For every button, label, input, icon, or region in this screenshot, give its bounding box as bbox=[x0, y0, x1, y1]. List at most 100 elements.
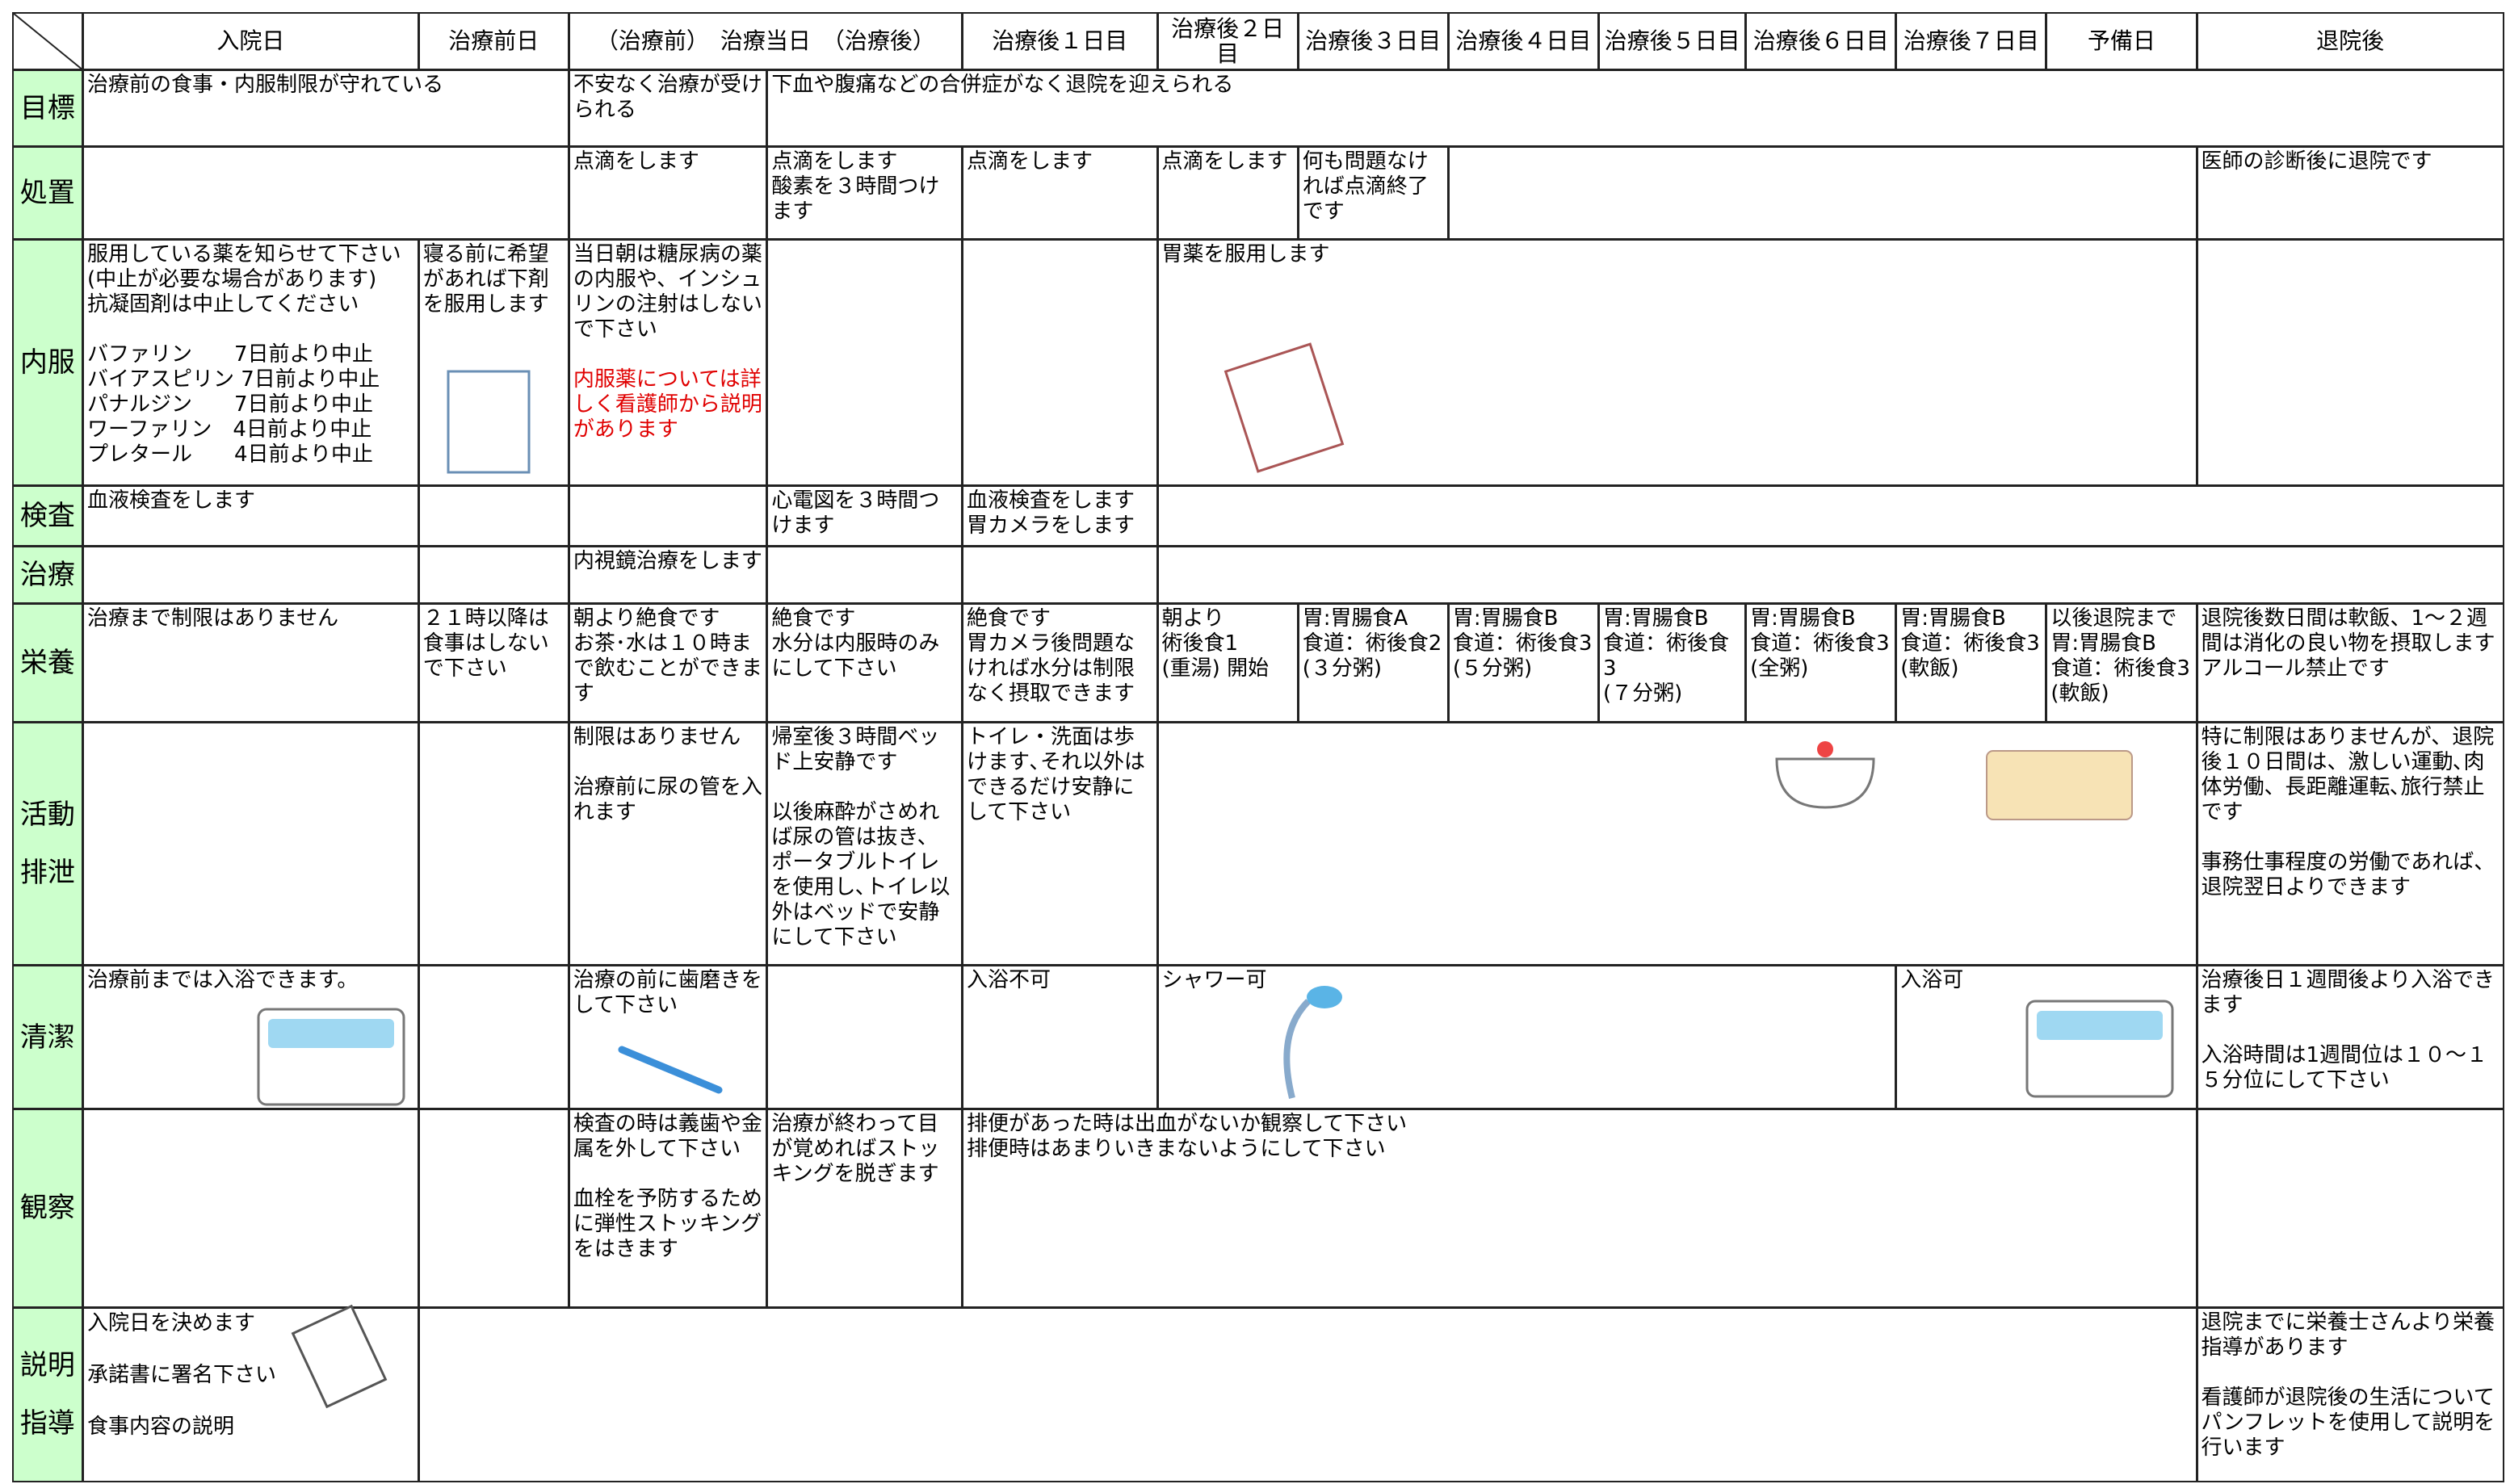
cell-text: 特に制限はありませんが、退院後１０日間は、激しい運動､肉体労働、長距離運転､旅行… bbox=[2201, 724, 2495, 899]
note-text: 内服薬については詳しく看護師から説明があります bbox=[573, 367, 762, 442]
cell bbox=[1156, 546, 2504, 605]
cell: 寝る前に希望があれば下剤を服用します bbox=[418, 239, 569, 486]
cell-text: 心電図を３時間つけます bbox=[771, 488, 940, 538]
cell: 退院後数日間は軟飯、1～２週間は消化の良い物を摂取します アルコール禁止です bbox=[2196, 603, 2504, 723]
cell: 内視鏡治療をします bbox=[568, 546, 768, 605]
cell: 胃:胃腸食A 食道：術後食2 (３分粥) bbox=[1297, 603, 1449, 723]
cell-text: 朝より 術後食1 (重湯) 開始 bbox=[1161, 606, 1270, 681]
row-label-cell: 観察 bbox=[11, 1109, 83, 1308]
cell-text: 点滴をします 酸素を３時間つけます bbox=[771, 149, 940, 224]
cell-text: 治療後日１週間後より入浴できます 入浴時間は1週間位は１０～１５分位にして下さい bbox=[2201, 967, 2495, 1092]
cell: 治療まで制限はありません bbox=[82, 603, 419, 723]
cell-text: 血液検査をします bbox=[86, 488, 255, 513]
cell bbox=[1447, 146, 2197, 240]
cell: 服用している薬を知らせて下さい (中止が必要な場合があります) 抗凝固剤は中止し… bbox=[82, 239, 419, 486]
header-text: 退院後 bbox=[2316, 27, 2385, 55]
cell bbox=[1156, 721, 2197, 966]
cell-text: 入院日を決めます 承諾書に署名下さい 食事内容の説明 bbox=[86, 1310, 276, 1439]
cell: トイレ・洗面は歩けます､それ以外はできるだけ安静にして下さい bbox=[961, 721, 1158, 966]
cell: 制限はありません 治療前に尿の管を入れます bbox=[568, 721, 768, 966]
cell: 治療の前に歯磨きをして下さい bbox=[568, 964, 768, 1110]
header-text: 治療後４日目 bbox=[1455, 27, 1592, 55]
cell: 治療後日１週間後より入浴できます 入浴時間は1週間位は１０～１５分位にして下さい bbox=[2196, 964, 2504, 1110]
cell-text: 胃薬を服用します bbox=[1161, 242, 1330, 266]
row-label: 観察 bbox=[19, 1192, 75, 1225]
header-cell: （治療前） 治療当日 （治療後） bbox=[568, 11, 963, 71]
cell-text: 内視鏡治療をします bbox=[573, 549, 762, 574]
cell bbox=[961, 239, 1158, 486]
cell-text: 治療まで制限はありません bbox=[86, 606, 339, 631]
cell: 絶食です 胃カメラ後問題なければ水分は制限なく摂取できます bbox=[961, 603, 1158, 723]
cell-text: 排便があった時は出血がないか観察して下さい 排便時はあまりいきまないようにして下… bbox=[966, 1112, 1408, 1162]
cell: 治療前の食事・内服制限が守れている bbox=[82, 69, 569, 148]
cell: 下血や腹痛などの合併症がなく退院を迎えられる bbox=[766, 69, 2504, 148]
cell bbox=[418, 484, 569, 547]
row-label: 清潔 bbox=[19, 1021, 75, 1054]
header-cell: 予備日 bbox=[2046, 11, 2197, 71]
cell-text: 血液検査をします 胃カメラをします bbox=[966, 488, 1135, 538]
cell-text: 治療前までは入浴できます。 bbox=[86, 967, 359, 992]
cell: 点滴をします 酸素を３時間つけます bbox=[766, 146, 963, 240]
cell: 胃:胃腸食B 食道：術後食3 (５分粥) bbox=[1447, 603, 1599, 723]
header-cell: 治療後１日目 bbox=[961, 11, 1158, 71]
cell-text: 入浴可 bbox=[1900, 967, 1964, 992]
cell: 当日朝は糖尿病の薬の内服や、インシュリンの注射はしないで下さい 内服薬については… bbox=[568, 239, 768, 486]
header-text: 治療後１日目 bbox=[992, 27, 1128, 55]
row-label-cell: 目標 bbox=[11, 69, 83, 148]
cell bbox=[418, 1109, 569, 1308]
cell bbox=[82, 146, 569, 240]
cell-text: 胃:胃腸食A 食道：術後食2 (３分粥) bbox=[1302, 606, 1442, 681]
cell: 絶食です 水分は内服時のみにして下さい bbox=[766, 603, 963, 723]
cell: 退院までに栄養士さんより栄養指導があります 看護師が退院後の生活についてパンフレ… bbox=[2196, 1306, 2504, 1482]
header-text: 治療後６日目 bbox=[1752, 27, 1889, 55]
header-text: 治療後３日目 bbox=[1305, 27, 1442, 55]
header-text: 治療後２日目 bbox=[1171, 15, 1285, 67]
header-text: 治療後７日目 bbox=[1903, 27, 2039, 55]
cell-text: トイレ・洗面は歩けます､それ以外はできるだけ安静にして下さい bbox=[966, 724, 1145, 824]
header-cell: 治療後６日目 bbox=[1745, 11, 1897, 71]
header-cell: 治療後５日目 bbox=[1598, 11, 1747, 71]
cell-text: 不安なく治療が受けられる bbox=[573, 73, 762, 123]
row-label: 栄養 bbox=[19, 647, 75, 680]
cell: 特に制限はありませんが、退院後１０日間は、激しい運動､肉体労働、長距離運転､旅行… bbox=[2196, 721, 2504, 966]
cell bbox=[1156, 484, 2504, 547]
cell: 以後退院まで 胃:胃腸食B 食道：術後食3 (軟飯) bbox=[2046, 603, 2197, 723]
cell bbox=[766, 546, 963, 605]
cell-text: 制限はありません 治療前に尿の管を入れます bbox=[573, 724, 762, 824]
cell: 朝より絶食です お茶･水は１０時まで飲むことができます bbox=[568, 603, 768, 723]
cell-text: 治療の前に歯磨きをして下さい bbox=[573, 967, 762, 1017]
cell bbox=[766, 239, 963, 486]
header-cell: 治療後２日目 bbox=[1156, 11, 1299, 71]
cell-text: 胃:胃腸食B 食道：術後食3 (全粥) bbox=[1750, 606, 1890, 681]
cell: 胃:胃腸食B 食道：術後食3 (軟飯) bbox=[1895, 603, 2047, 723]
cell bbox=[418, 1306, 2197, 1482]
header-text: 治療前日 bbox=[448, 27, 539, 55]
cell bbox=[418, 546, 569, 605]
row-label-cell: 治療 bbox=[11, 546, 83, 605]
row-label: 検査 bbox=[19, 500, 75, 533]
cell-text: 服用している薬を知らせて下さい (中止が必要な場合があります) 抗凝固剤は中止し… bbox=[86, 242, 401, 467]
cell: 入浴不可 bbox=[961, 964, 1158, 1110]
row-label-cell: 説明 指導 bbox=[11, 1306, 83, 1482]
cell: 胃:胃腸食B 食道：術後食3 (全粥) bbox=[1745, 603, 1897, 723]
row-label: 処置 bbox=[19, 177, 75, 210]
cell: ２１時以降は食事はしないで下さい bbox=[418, 603, 569, 723]
cell-text: 胃:胃腸食B 食道：術後食3 (軟飯) bbox=[1900, 606, 2040, 681]
cell: 治療前までは入浴できます。 bbox=[82, 964, 419, 1110]
cell: 帰室後３時間ベッド上安静です 以後麻酔がさめれば尿の管は抜き、ポータブルトイレを… bbox=[766, 721, 963, 966]
cell: 朝より 術後食1 (重湯) 開始 bbox=[1156, 603, 1299, 723]
cell: 医師の診断後に退院です bbox=[2196, 146, 2504, 240]
cell-text: 検査の時は義歯や金属を外して下さい 血栓を予防するために弾性ストッキングをはきま… bbox=[573, 1112, 762, 1262]
cell: 点滴をします bbox=[1156, 146, 1299, 240]
cell bbox=[82, 546, 419, 605]
cell bbox=[418, 964, 569, 1110]
cell bbox=[2196, 239, 2504, 486]
header-text: 予備日 bbox=[2087, 27, 2155, 55]
row-label-cell: 栄養 bbox=[11, 603, 83, 723]
cell-text: 退院後数日間は軟飯、1～２週間は消化の良い物を摂取します アルコール禁止です bbox=[2201, 606, 2495, 681]
cell: 検査の時は義歯や金属を外して下さい 血栓を予防するために弾性ストッキングをはきま… bbox=[568, 1109, 768, 1308]
cell-text: 医師の診断後に退院です bbox=[2201, 149, 2432, 174]
cell-text: ２１時以降は食事はしないで下さい bbox=[422, 606, 549, 681]
cell: 心電図を３時間つけます bbox=[766, 484, 963, 547]
